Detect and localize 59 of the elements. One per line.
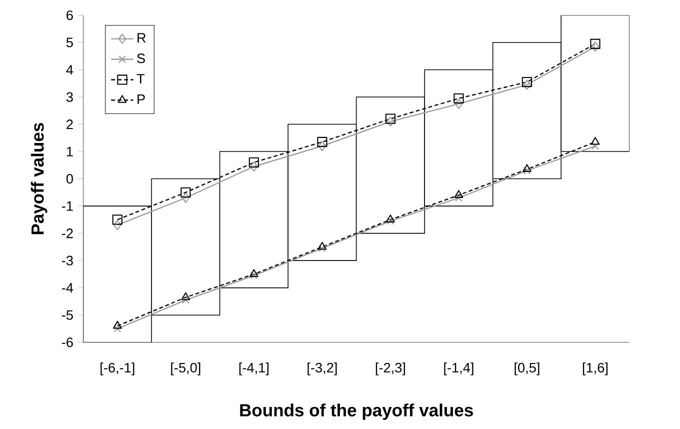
point [317, 136, 328, 147]
point [112, 320, 122, 329]
point [318, 242, 327, 250]
point [454, 190, 464, 198]
y-tick-label: 1 [66, 146, 73, 156]
point [591, 41, 600, 52]
point [454, 93, 464, 104]
y-tick-label: -6 [62, 337, 73, 348]
y-tick-label: 6 [66, 10, 73, 20]
x-tick-label: [-2,3] [376, 362, 405, 376]
x-tick-label: [-5,0] [171, 362, 200, 376]
point [386, 217, 394, 225]
x-tick-label: [0,5] [514, 362, 540, 376]
point [385, 114, 396, 124]
x-tick-label: [-4,1] [239, 362, 268, 376]
point [182, 296, 190, 304]
y-tick-label: -3 [62, 256, 73, 266]
point [250, 161, 258, 172]
y-tick-label: 4 [66, 64, 74, 74]
point [180, 187, 191, 198]
y-axis-title: Payoff values [30, 122, 48, 234]
x-tick-label: [-1,4] [444, 362, 474, 376]
y-tick-label: 3 [66, 92, 73, 102]
point [250, 272, 258, 280]
legend-label: R [138, 32, 146, 42]
point [318, 140, 326, 152]
x-tick-label: [-3,2] [308, 362, 337, 376]
point [454, 194, 462, 202]
point [114, 324, 122, 332]
point [590, 136, 600, 145]
legend-label: S [137, 53, 145, 64]
y-tick-label: 5 [66, 38, 73, 48]
point [386, 116, 394, 126]
point [113, 220, 122, 230]
point [523, 166, 531, 174]
legend-label: P [138, 94, 145, 104]
point [522, 164, 532, 172]
point [590, 38, 600, 49]
point [454, 98, 463, 109]
legend-label: T [136, 74, 144, 84]
y-tick-label: -4 [62, 283, 74, 292]
point [249, 268, 258, 277]
y-tick-label: 0 [66, 174, 73, 184]
x-tick-label: [-6,-1] [100, 362, 134, 376]
point [181, 292, 190, 300]
point [523, 80, 531, 90]
y-tick-label: -1 [62, 201, 73, 211]
point [592, 142, 599, 150]
point [182, 192, 190, 203]
y-tick-label: 2 [66, 119, 73, 129]
x-axis-title: Bounds of the payoff values [240, 403, 473, 420]
y-tick-label: -2 [62, 228, 73, 238]
point [248, 157, 259, 168]
point [386, 214, 395, 222]
point [318, 244, 326, 252]
point [522, 76, 532, 87]
point [112, 214, 122, 225]
x-tick-label: [1,6] [582, 362, 608, 376]
y-tick-label: -5 [62, 310, 73, 320]
